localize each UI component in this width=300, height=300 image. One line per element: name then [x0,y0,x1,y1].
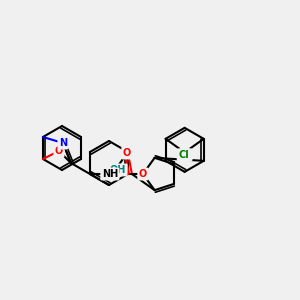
Text: N: N [59,138,67,148]
Text: O: O [139,169,147,179]
Text: OH: OH [110,165,126,175]
Text: Cl: Cl [178,150,189,160]
Text: O: O [123,148,131,158]
Text: Cl: Cl [180,150,191,160]
Text: NH: NH [102,169,118,179]
Text: O: O [55,146,63,156]
